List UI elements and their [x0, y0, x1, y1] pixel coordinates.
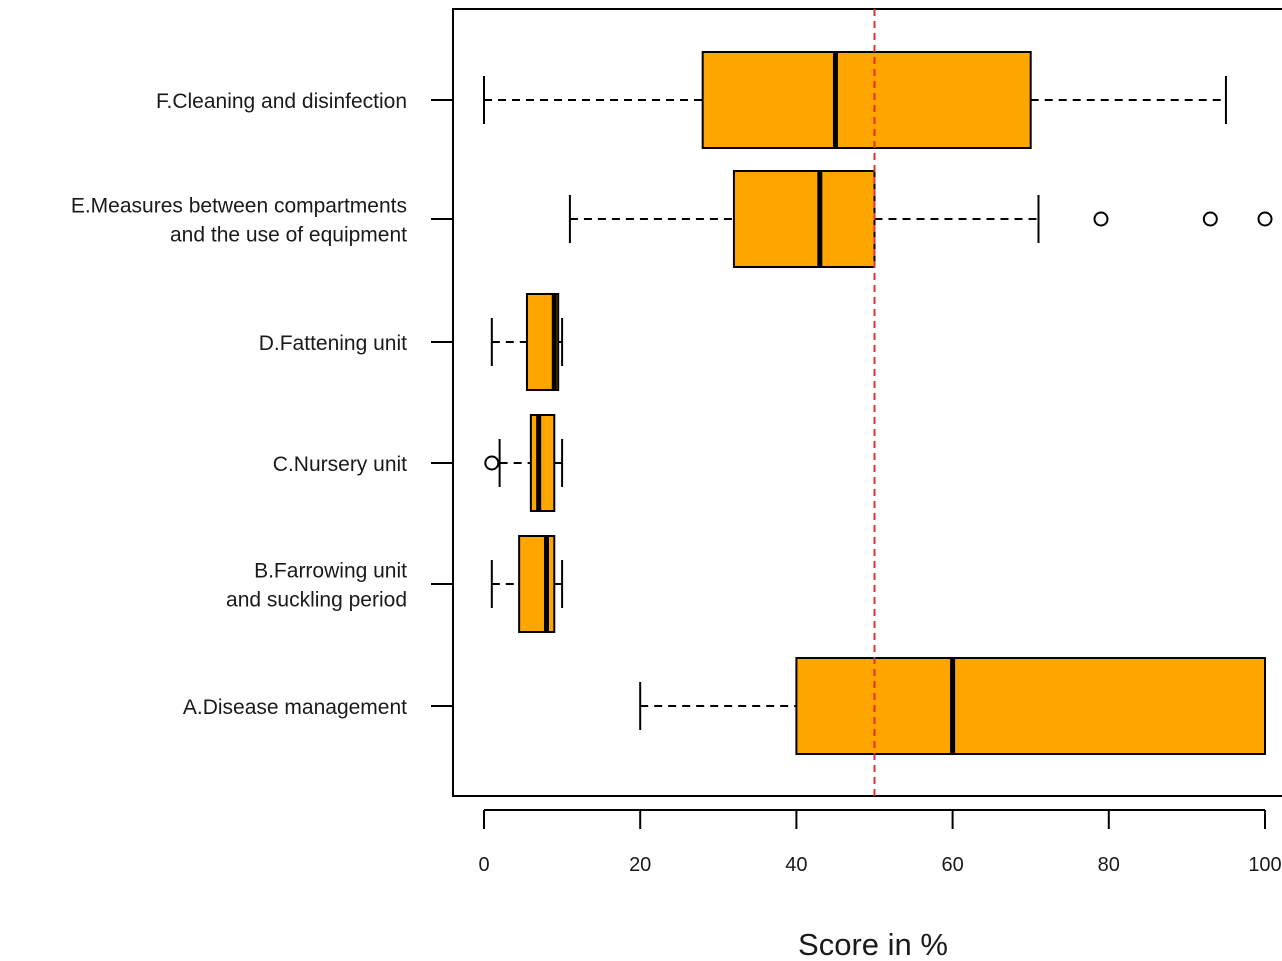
box-2: [431, 293, 564, 391]
plot-frame: [452, 8, 1282, 797]
outlier-point: [1202, 211, 1218, 227]
category-label: C.Nursery unit: [273, 453, 407, 476]
category-labels: F.Cleaning and disinfection E.Measures be…: [71, 90, 407, 719]
box-iqr: [518, 535, 556, 633]
box-1: [431, 170, 1273, 268]
x-tick-label: 80: [1098, 854, 1120, 876]
category-label-line: D.Fattening unit: [259, 332, 407, 355]
category-label-line: E.Measures between compartments: [71, 195, 407, 218]
category-label-line: A.Disease management: [183, 696, 407, 719]
category-label: A.Disease management: [183, 696, 407, 719]
x-axis-title: Score in %: [798, 927, 948, 961]
category-label: F.Cleaning and disinfection: [156, 90, 407, 113]
category-label: D.Fattening unit: [259, 332, 407, 355]
category-label-line: and the use of equipment: [170, 224, 407, 247]
outlier-point: [484, 455, 500, 471]
x-tick-label: 0: [478, 854, 489, 876]
category-label-line: and suckling period: [226, 589, 407, 612]
box-iqr: [732, 170, 876, 268]
box-0: [431, 51, 1227, 149]
box-3: [431, 414, 564, 512]
x-tick-label: 20: [629, 854, 651, 876]
category-label-line: C.Nursery unit: [273, 453, 407, 476]
box-4: [431, 535, 564, 633]
box-iqr: [529, 414, 556, 512]
box-group: [431, 51, 1273, 755]
category-label-line: F.Cleaning and disinfection: [156, 90, 407, 113]
outlier-point: [1093, 211, 1109, 227]
category-label: B.Farrowing unit and suckling period: [226, 560, 407, 612]
outlier-point: [1257, 211, 1273, 227]
box-iqr: [795, 657, 1267, 755]
x-axis: 0 20 40 60 80 100: [478, 809, 1282, 876]
category-label-line: B.Farrowing unit: [254, 560, 407, 583]
x-tick-label: 40: [785, 854, 807, 876]
box-iqr: [701, 51, 1032, 149]
category-label: E.Measures between compartments and the u…: [71, 195, 407, 247]
x-tick-label: 100: [1248, 854, 1281, 876]
x-tick-label: 60: [941, 854, 963, 876]
box-5: [431, 657, 1267, 755]
